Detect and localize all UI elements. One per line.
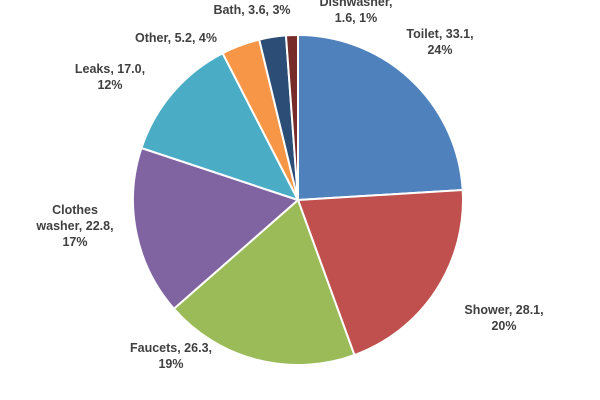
data-label-shower: Shower, 28.1, 20% bbox=[464, 303, 543, 333]
pie-slice-shower bbox=[296, 188, 464, 357]
data-label-dishwasher: Dishwasher, 1.6, 1% bbox=[320, 0, 393, 25]
pie-slice-faucets bbox=[172, 198, 356, 366]
pie-slice-toilet bbox=[297, 33, 464, 202]
data-label-leaks: Leaks, 17.0, 12% bbox=[75, 62, 145, 92]
pie-labels: Toilet, 33.1, 24% Shower, 28.1, 20% Faucets,… bbox=[35, 0, 543, 371]
data-label-other: Other, 5.2, 4% bbox=[135, 31, 217, 45]
pie-slice-clothes-washer bbox=[132, 146, 300, 311]
pie-slices bbox=[132, 33, 464, 366]
data-label-bath: Bath, 3.6, 3% bbox=[213, 3, 290, 17]
pie-slice-leaks bbox=[140, 51, 301, 202]
data-label-faucets: Faucets, 26.3, 19% bbox=[130, 341, 212, 371]
data-label-clothes-washer: Clothes washer, 22.8, 17% bbox=[35, 203, 113, 249]
pie-slice-dishwasher bbox=[284, 33, 299, 201]
data-label-toilet: Toilet, 33.1, 24% bbox=[406, 27, 473, 57]
